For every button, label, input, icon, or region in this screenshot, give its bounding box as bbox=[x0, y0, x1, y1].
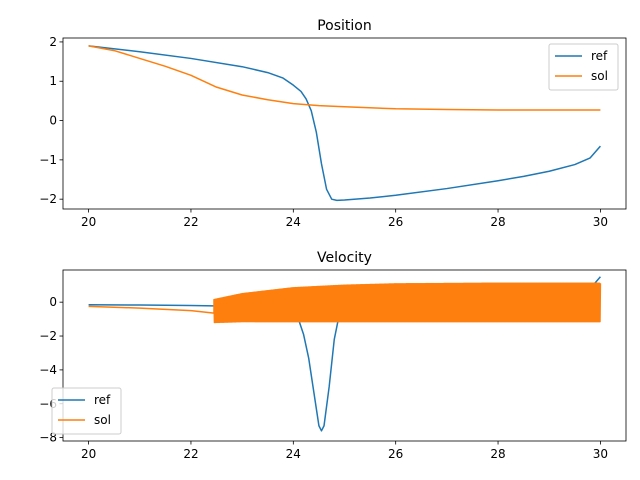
velocity-legend: ref sol bbox=[51, 387, 122, 435]
sol-series-line bbox=[88, 282, 602, 324]
ref-series-line bbox=[88, 45, 601, 202]
position-legend-box bbox=[548, 43, 619, 91]
y-tick-label: −2 bbox=[39, 329, 57, 343]
sol-series-line bbox=[88, 45, 601, 111]
velocity-title: Velocity bbox=[317, 250, 372, 266]
x-tick-label: 30 bbox=[593, 447, 608, 461]
x-tick-label: 20 bbox=[81, 215, 96, 229]
x-tick-label: 24 bbox=[286, 215, 301, 229]
y-tick-label: −4 bbox=[39, 363, 57, 377]
y-tick-label: 1 bbox=[49, 74, 57, 88]
x-tick-label: 26 bbox=[388, 215, 403, 229]
x-tick-label: 28 bbox=[490, 447, 505, 461]
x-tick-label: 22 bbox=[183, 215, 198, 229]
velocity-x-ticks: 20 22 24 26 28 30 bbox=[81, 441, 608, 461]
position-lines bbox=[88, 45, 601, 202]
x-tick-label: 30 bbox=[593, 215, 608, 229]
y-tick-label: 2 bbox=[49, 35, 57, 49]
position-legend-sol-label: sol bbox=[591, 69, 608, 83]
y-tick-label: 0 bbox=[49, 114, 57, 128]
velocity-lines bbox=[88, 276, 602, 432]
y-tick-label: −2 bbox=[39, 192, 57, 206]
position-legend-ref-label: ref bbox=[591, 49, 608, 63]
velocity-axes: Velocity 20 22 24 26 28 30 −8−6−4−20 ref sol bbox=[39, 250, 627, 461]
x-tick-label: 24 bbox=[286, 447, 301, 461]
position-legend: ref sol bbox=[548, 43, 619, 91]
x-tick-label: 26 bbox=[388, 447, 403, 461]
position-axes: Position 20 22 24 26 28 30 −2 −1 0 1 2 ref sol bbox=[39, 18, 627, 229]
velocity-legend-box bbox=[51, 387, 122, 435]
x-tick-label: 28 bbox=[490, 215, 505, 229]
position-title: Position bbox=[317, 18, 372, 34]
position-y-ticks: −2 −1 0 1 2 bbox=[39, 35, 63, 206]
velocity-legend-ref-label: ref bbox=[94, 393, 111, 407]
x-tick-label: 20 bbox=[81, 447, 96, 461]
position-plot-frame bbox=[62, 37, 627, 210]
velocity-plot-frame bbox=[62, 269, 627, 442]
velocity-legend-sol-label: sol bbox=[94, 413, 111, 427]
y-tick-label: −1 bbox=[39, 153, 57, 167]
y-tick-label: 0 bbox=[49, 295, 57, 309]
x-tick-label: 22 bbox=[183, 447, 198, 461]
position-x-ticks: 20 22 24 26 28 30 bbox=[81, 209, 608, 229]
